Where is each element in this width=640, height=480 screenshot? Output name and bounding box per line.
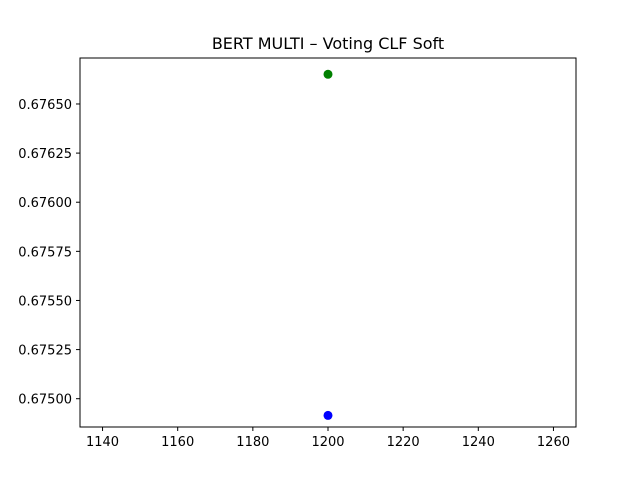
x-axis: 1140 1160 1180 1200 1220 1240 1260 bbox=[86, 427, 570, 450]
x-tick-label: 1160 bbox=[161, 435, 194, 450]
data-point bbox=[323, 69, 333, 79]
x-tick-label: 1260 bbox=[537, 435, 570, 450]
chart-title: BERT MULTI – Voting CLF Soft bbox=[212, 34, 444, 53]
x-tick-label: 1140 bbox=[86, 435, 119, 450]
plot-frame bbox=[79, 57, 577, 428]
y-tick-label: 0.67625 bbox=[18, 147, 72, 162]
data-points bbox=[323, 69, 333, 420]
x-tick-label: 1180 bbox=[236, 435, 269, 450]
y-tick-label: 0.67525 bbox=[18, 344, 72, 359]
data-point bbox=[323, 410, 333, 420]
y-tick-label: 0.67575 bbox=[18, 245, 72, 260]
y-tick-label: 0.67650 bbox=[18, 98, 72, 113]
y-tick-label: 0.67550 bbox=[18, 294, 72, 309]
x-tick-label: 1200 bbox=[311, 435, 344, 450]
y-tick-label: 0.67500 bbox=[18, 393, 72, 408]
x-tick-label: 1240 bbox=[462, 435, 495, 450]
y-tick-label: 0.67600 bbox=[18, 196, 72, 211]
x-tick-label: 1220 bbox=[387, 435, 420, 450]
y-axis: 0.67500 0.67525 0.67550 0.67575 0.67600 0.676… bbox=[18, 98, 80, 408]
